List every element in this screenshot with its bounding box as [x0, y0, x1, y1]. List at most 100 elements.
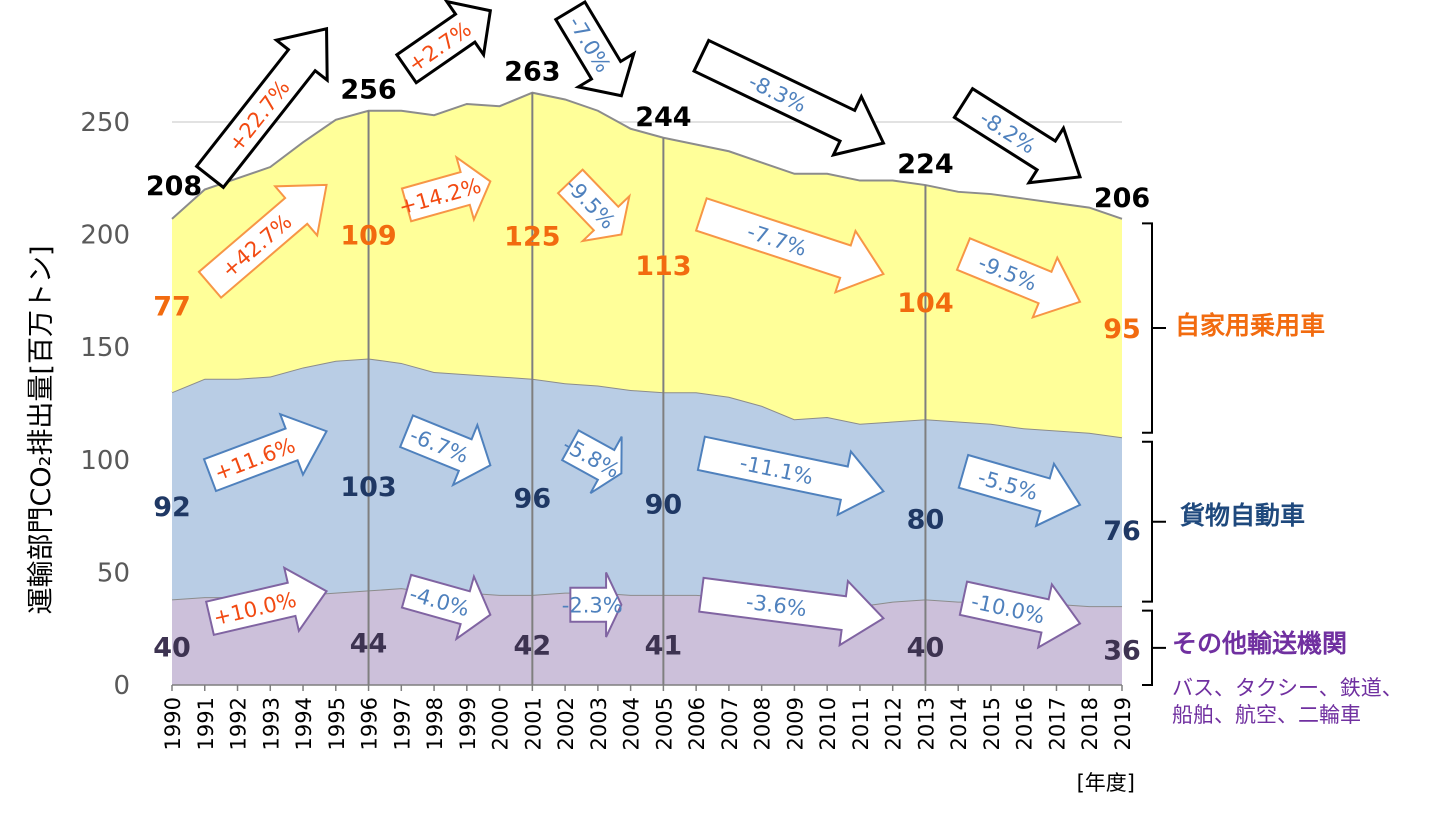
y-tick-100: 100 — [80, 446, 130, 476]
freight-arrow-shape-3 — [696, 435, 886, 517]
category-brackets — [1142, 222, 1166, 686]
x-tick-2002: 2002 — [554, 697, 578, 750]
passenger-arrow-shape-2 — [556, 168, 631, 243]
other-label-2005: 41 — [645, 630, 683, 661]
other-label-2019: 36 — [1103, 636, 1141, 667]
other-note-line1: バス、タクシー、鉄道、 — [1172, 676, 1403, 700]
x-tick-2012: 2012 — [882, 697, 906, 750]
total-arrow-shape-2 — [553, 0, 637, 98]
legend-passenger: 自家用乗用車 — [1175, 311, 1325, 340]
passenger-label-2013: 104 — [897, 288, 953, 319]
other-label-1990: 40 — [153, 632, 191, 663]
x-tick-1996: 1996 — [358, 697, 382, 750]
total-arrow-shape-4 — [952, 86, 1083, 185]
other-arrow-3: -3.6% — [698, 576, 886, 648]
passenger-arrow-shape-1 — [400, 154, 492, 223]
passenger-label-1990: 77 — [153, 292, 191, 323]
total-label-2005: 244 — [635, 102, 691, 133]
freight-arrow-shape-0 — [202, 412, 328, 493]
other-label-1996: 44 — [350, 628, 388, 659]
total-label-1996: 256 — [340, 75, 396, 106]
freight-label-2001: 96 — [514, 484, 552, 515]
x-tick-2000: 2000 — [489, 697, 513, 750]
other-arrow-shape-4 — [958, 580, 1082, 650]
x-tick-2015: 2015 — [980, 697, 1004, 750]
area-layers — [171, 91, 1123, 685]
x-tick-1992: 1992 — [227, 697, 251, 750]
total-arrow-4: -8.2% — [952, 86, 1083, 185]
y-tick-250: 250 — [80, 108, 130, 138]
total-arrow-shape-3 — [692, 38, 886, 158]
x-tick-2019: 2019 — [1111, 697, 1135, 750]
area-series-2 — [172, 92, 1122, 438]
x-tick-2006: 2006 — [685, 697, 709, 750]
passenger-arrow-shape-3 — [694, 197, 885, 294]
x-tick-1998: 1998 — [423, 697, 447, 750]
x-tick-2010: 2010 — [816, 697, 840, 750]
other-label-2013: 40 — [907, 632, 945, 663]
x-tick-1999: 1999 — [456, 697, 480, 750]
y-tick-0: 0 — [113, 671, 130, 701]
freight-bracket — [1142, 440, 1166, 603]
other-note-line2: 船舶、航空、二輪車 — [1172, 703, 1361, 727]
passenger-label-2005: 113 — [635, 251, 691, 282]
freight-label-2013: 80 — [907, 504, 945, 535]
y-tick-150: 150 — [80, 333, 130, 363]
freight-label-2019: 76 — [1103, 516, 1141, 547]
x-tick-2003: 2003 — [587, 697, 611, 750]
passenger-bracket — [1142, 222, 1166, 434]
freight-arrow-shape-2 — [560, 428, 623, 495]
x-tick-2013: 2013 — [914, 697, 938, 750]
x-tick-1995: 1995 — [325, 697, 349, 750]
x-tick-2009: 2009 — [783, 697, 807, 750]
passenger-arrow-shape-0 — [197, 183, 328, 300]
area-series-1 — [172, 358, 1122, 607]
other-label-2001: 42 — [514, 630, 552, 661]
x-axis-ticks: 1990 1991 1992 1993 1994 1995 1996 1997 1998 1999… — [161, 684, 1135, 750]
freight-label-1996: 103 — [340, 472, 396, 503]
other-bracket — [1142, 609, 1166, 686]
area-series-0 — [172, 588, 1122, 685]
passenger-arrow-1: +14.2% — [396, 154, 492, 223]
total-arrow-shape-0 — [194, 26, 329, 190]
other-arrow-shape-3 — [698, 576, 886, 648]
other-change-label-2: -2.3% — [562, 594, 623, 618]
x-tick-2007: 2007 — [718, 697, 742, 750]
passenger-arrow-shape-4 — [955, 237, 1082, 320]
x-tick-2004: 2004 — [620, 697, 644, 750]
passenger-label-2019: 95 — [1103, 314, 1141, 345]
total-label-1990: 208 — [146, 171, 202, 202]
freight-label-1990: 92 — [153, 492, 191, 523]
other-arrow-shape-1 — [400, 573, 492, 642]
x-tick-1993: 1993 — [259, 697, 283, 750]
other-arrow-shape-0 — [204, 565, 329, 637]
total-label-2001: 263 — [504, 57, 560, 88]
total-arrow-shape-1 — [394, 0, 493, 85]
x-tick-2016: 2016 — [1013, 697, 1037, 750]
legend-freight: 貨物自動車 — [1180, 501, 1305, 530]
y-tick-50: 50 — [97, 558, 130, 588]
x-axis-unit: [年度] — [1077, 771, 1135, 795]
x-tick-1990: 1990 — [161, 697, 185, 750]
x-tick-2018: 2018 — [1078, 697, 1102, 750]
freight-arrow-shape-4 — [957, 453, 1082, 528]
x-tick-2017: 2017 — [1045, 697, 1069, 750]
x-tick-2014: 2014 — [947, 697, 971, 750]
x-tick-2011: 2011 — [849, 697, 873, 750]
y-axis-label: 運輸部門CO₂排出量[百万トン] — [26, 246, 57, 615]
total-label-2019: 206 — [1094, 183, 1150, 214]
other-arrow-2: -2.3% — [562, 572, 623, 638]
freight-label-2005: 90 — [645, 490, 683, 521]
x-tick-1997: 1997 — [390, 697, 414, 750]
x-tick-2001: 2001 — [521, 697, 545, 750]
passenger-label-1996: 109 — [340, 221, 396, 252]
freight-arrow-3: -11.1% — [696, 435, 886, 517]
legend-other: その他輸送機関 — [1172, 629, 1347, 658]
area-edge-2 — [171, 91, 1123, 220]
x-tick-1994: 1994 — [292, 697, 316, 750]
value-labels: 208 77 92 40 256 109 103 44 263 125 96 42 244 113 90 41… — [146, 57, 1150, 667]
x-tick-2008: 2008 — [751, 697, 775, 750]
milestone-lines — [367, 92, 927, 685]
total-label-2013: 224 — [897, 149, 953, 180]
